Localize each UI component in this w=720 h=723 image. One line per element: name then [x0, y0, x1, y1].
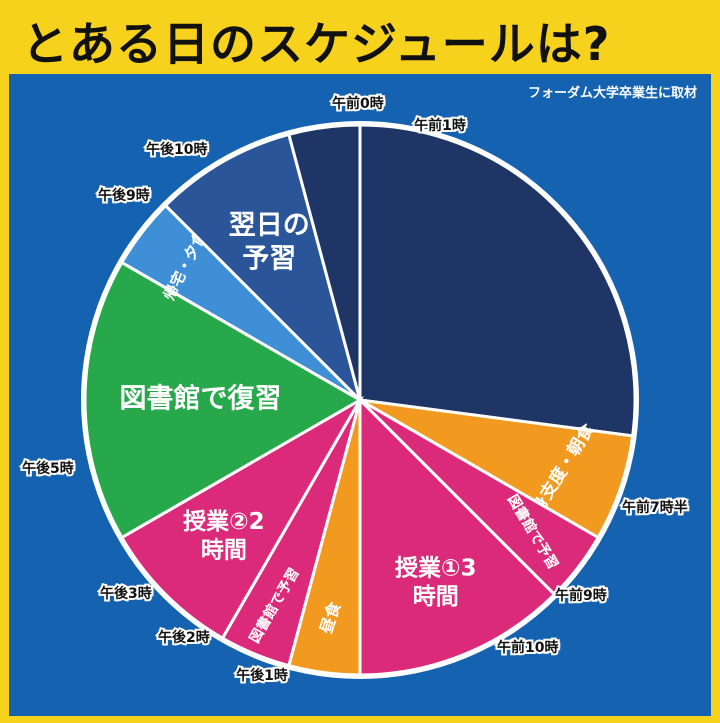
time-label: 午前1時 [414, 117, 466, 134]
pie-slice [358, 396, 557, 677]
pie-slice [286, 123, 362, 401]
time-label: 午前9時 [555, 587, 607, 604]
slice-label: 授業①3 時間 [395, 554, 476, 610]
pie-slice [119, 395, 365, 641]
time-label: 午後10時 [146, 141, 207, 158]
title-bar: とある日のスケジュールは? [0, 0, 720, 74]
time-label: 午後2時 [158, 629, 210, 646]
source-note: フォーダム大学卒業生に取材 [527, 86, 697, 101]
slice-label: 授業②2 時間 [183, 507, 264, 563]
time-label: 午前7時半 [622, 499, 688, 516]
time-label: 午前0時 [332, 95, 384, 112]
pie-slice [358, 123, 637, 438]
pie-slice [163, 132, 363, 406]
chart-title: とある日のスケジュールは? [22, 17, 611, 71]
pie-slice [83, 260, 364, 540]
slice-label: 翌日の予習 [229, 210, 310, 274]
time-label: 午後5時 [22, 460, 74, 477]
time-label: 午後1時 [236, 667, 288, 684]
time-label: 午後3時 [100, 585, 152, 602]
time-label: 午前10時 [497, 639, 558, 656]
time-label: 午後9時 [98, 187, 150, 204]
slice-label: 図書館で復習 [120, 383, 282, 415]
